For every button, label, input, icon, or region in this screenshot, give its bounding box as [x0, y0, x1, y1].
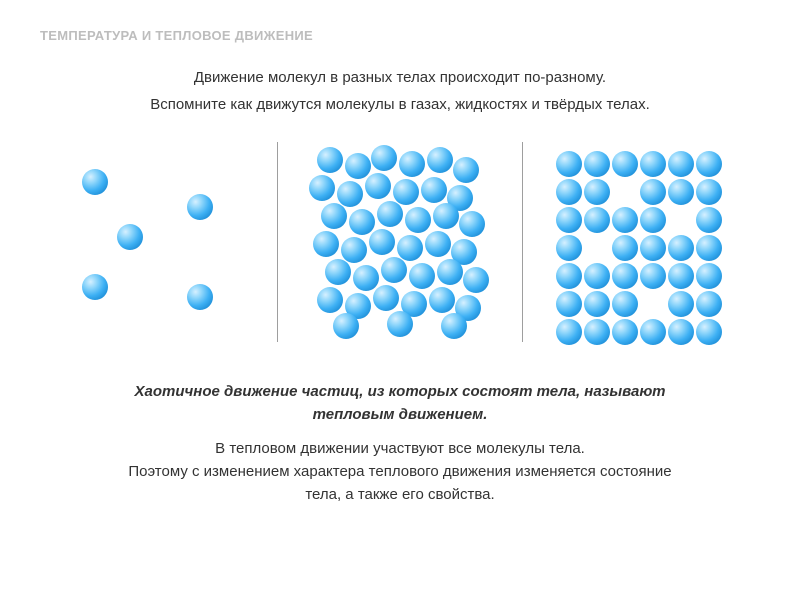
- molecule-icon: [187, 284, 213, 310]
- molecule-icon: [696, 263, 722, 289]
- molecule-icon: [668, 151, 694, 177]
- molecule-icon: [421, 177, 447, 203]
- molecule-icon: [612, 319, 638, 345]
- molecule-icon: [365, 173, 391, 199]
- molecule-icon: [333, 313, 359, 339]
- molecule-icon: [399, 151, 425, 177]
- molecule-icon: [584, 179, 610, 205]
- conclusion-line-5: тела, а также его свойства.: [40, 483, 760, 506]
- molecule-icon: [640, 151, 666, 177]
- molecule-icon: [325, 259, 351, 285]
- panel-liquid: [300, 142, 500, 342]
- conclusion-line-3: В тепловом движении участвуют все молеку…: [40, 437, 760, 460]
- conclusion-bold-1: Хаотичное движение частиц, из которых со…: [40, 380, 760, 403]
- molecule-icon: [433, 203, 459, 229]
- molecule-icon: [696, 291, 722, 317]
- molecule-icon: [640, 179, 666, 205]
- molecule-icon: [668, 179, 694, 205]
- molecule-icon: [463, 267, 489, 293]
- molecule-icon: [313, 231, 339, 257]
- state-diagrams: [40, 142, 760, 342]
- conclusion-line-4: Поэтому с изменением характера теплового…: [40, 460, 760, 483]
- molecule-icon: [584, 151, 610, 177]
- molecule-icon: [349, 209, 375, 235]
- molecule-icon: [82, 274, 108, 300]
- molecule-icon: [556, 319, 582, 345]
- molecule-icon: [341, 237, 367, 263]
- molecule-icon: [612, 263, 638, 289]
- molecule-icon: [381, 257, 407, 283]
- molecule-icon: [584, 319, 610, 345]
- molecule-icon: [441, 313, 467, 339]
- molecule-icon: [317, 287, 343, 313]
- page-title: ТЕМПЕРАТУРА И ТЕПЛОВОЕ ДВИЖЕНИЕ: [40, 28, 760, 43]
- molecule-icon: [393, 179, 419, 205]
- molecule-icon: [187, 194, 213, 220]
- molecule-icon: [377, 201, 403, 227]
- molecule-icon: [612, 235, 638, 261]
- molecule-icon: [640, 235, 666, 261]
- molecule-icon: [696, 207, 722, 233]
- molecule-icon: [556, 235, 582, 261]
- molecule-icon: [409, 263, 435, 289]
- molecule-icon: [117, 224, 143, 250]
- molecule-icon: [640, 207, 666, 233]
- intro-line-1: Движение молекул в разных телах происход…: [40, 67, 760, 90]
- molecule-icon: [387, 311, 413, 337]
- molecule-icon: [696, 319, 722, 345]
- molecule-icon: [437, 259, 463, 285]
- panel-gas: [55, 142, 255, 342]
- molecule-icon: [584, 291, 610, 317]
- molecule-icon: [584, 263, 610, 289]
- molecule-icon: [425, 231, 451, 257]
- conclusion-block: Хаотичное движение частиц, из которых со…: [40, 380, 760, 506]
- molecule-icon: [668, 235, 694, 261]
- panel-divider: [277, 142, 278, 342]
- molecule-icon: [556, 207, 582, 233]
- molecule-icon: [321, 203, 347, 229]
- molecule-icon: [668, 263, 694, 289]
- molecule-icon: [345, 153, 371, 179]
- molecule-icon: [459, 211, 485, 237]
- intro-line-2: Вспомните как движутся молекулы в газах,…: [40, 94, 760, 117]
- molecule-icon: [369, 229, 395, 255]
- molecule-icon: [317, 147, 343, 173]
- molecule-icon: [556, 291, 582, 317]
- molecule-icon: [640, 263, 666, 289]
- molecule-icon: [429, 287, 455, 313]
- molecule-icon: [397, 235, 423, 261]
- molecule-icon: [353, 265, 379, 291]
- molecule-icon: [82, 169, 108, 195]
- molecule-icon: [556, 151, 582, 177]
- molecule-icon: [640, 319, 666, 345]
- molecule-icon: [371, 145, 397, 171]
- conclusion-bold-2: тепловым движением.: [40, 403, 760, 426]
- molecule-icon: [696, 179, 722, 205]
- molecule-icon: [337, 181, 363, 207]
- molecule-icon: [612, 151, 638, 177]
- molecule-icon: [453, 157, 479, 183]
- molecule-icon: [309, 175, 335, 201]
- molecule-icon: [668, 319, 694, 345]
- molecule-icon: [427, 147, 453, 173]
- panel-divider: [522, 142, 523, 342]
- molecule-icon: [612, 291, 638, 317]
- molecule-icon: [696, 151, 722, 177]
- molecule-icon: [405, 207, 431, 233]
- molecule-icon: [668, 291, 694, 317]
- molecule-icon: [612, 207, 638, 233]
- molecule-icon: [556, 179, 582, 205]
- panel-solid: [545, 142, 745, 342]
- molecule-icon: [373, 285, 399, 311]
- molecule-icon: [584, 207, 610, 233]
- molecule-icon: [556, 263, 582, 289]
- molecule-icon: [696, 235, 722, 261]
